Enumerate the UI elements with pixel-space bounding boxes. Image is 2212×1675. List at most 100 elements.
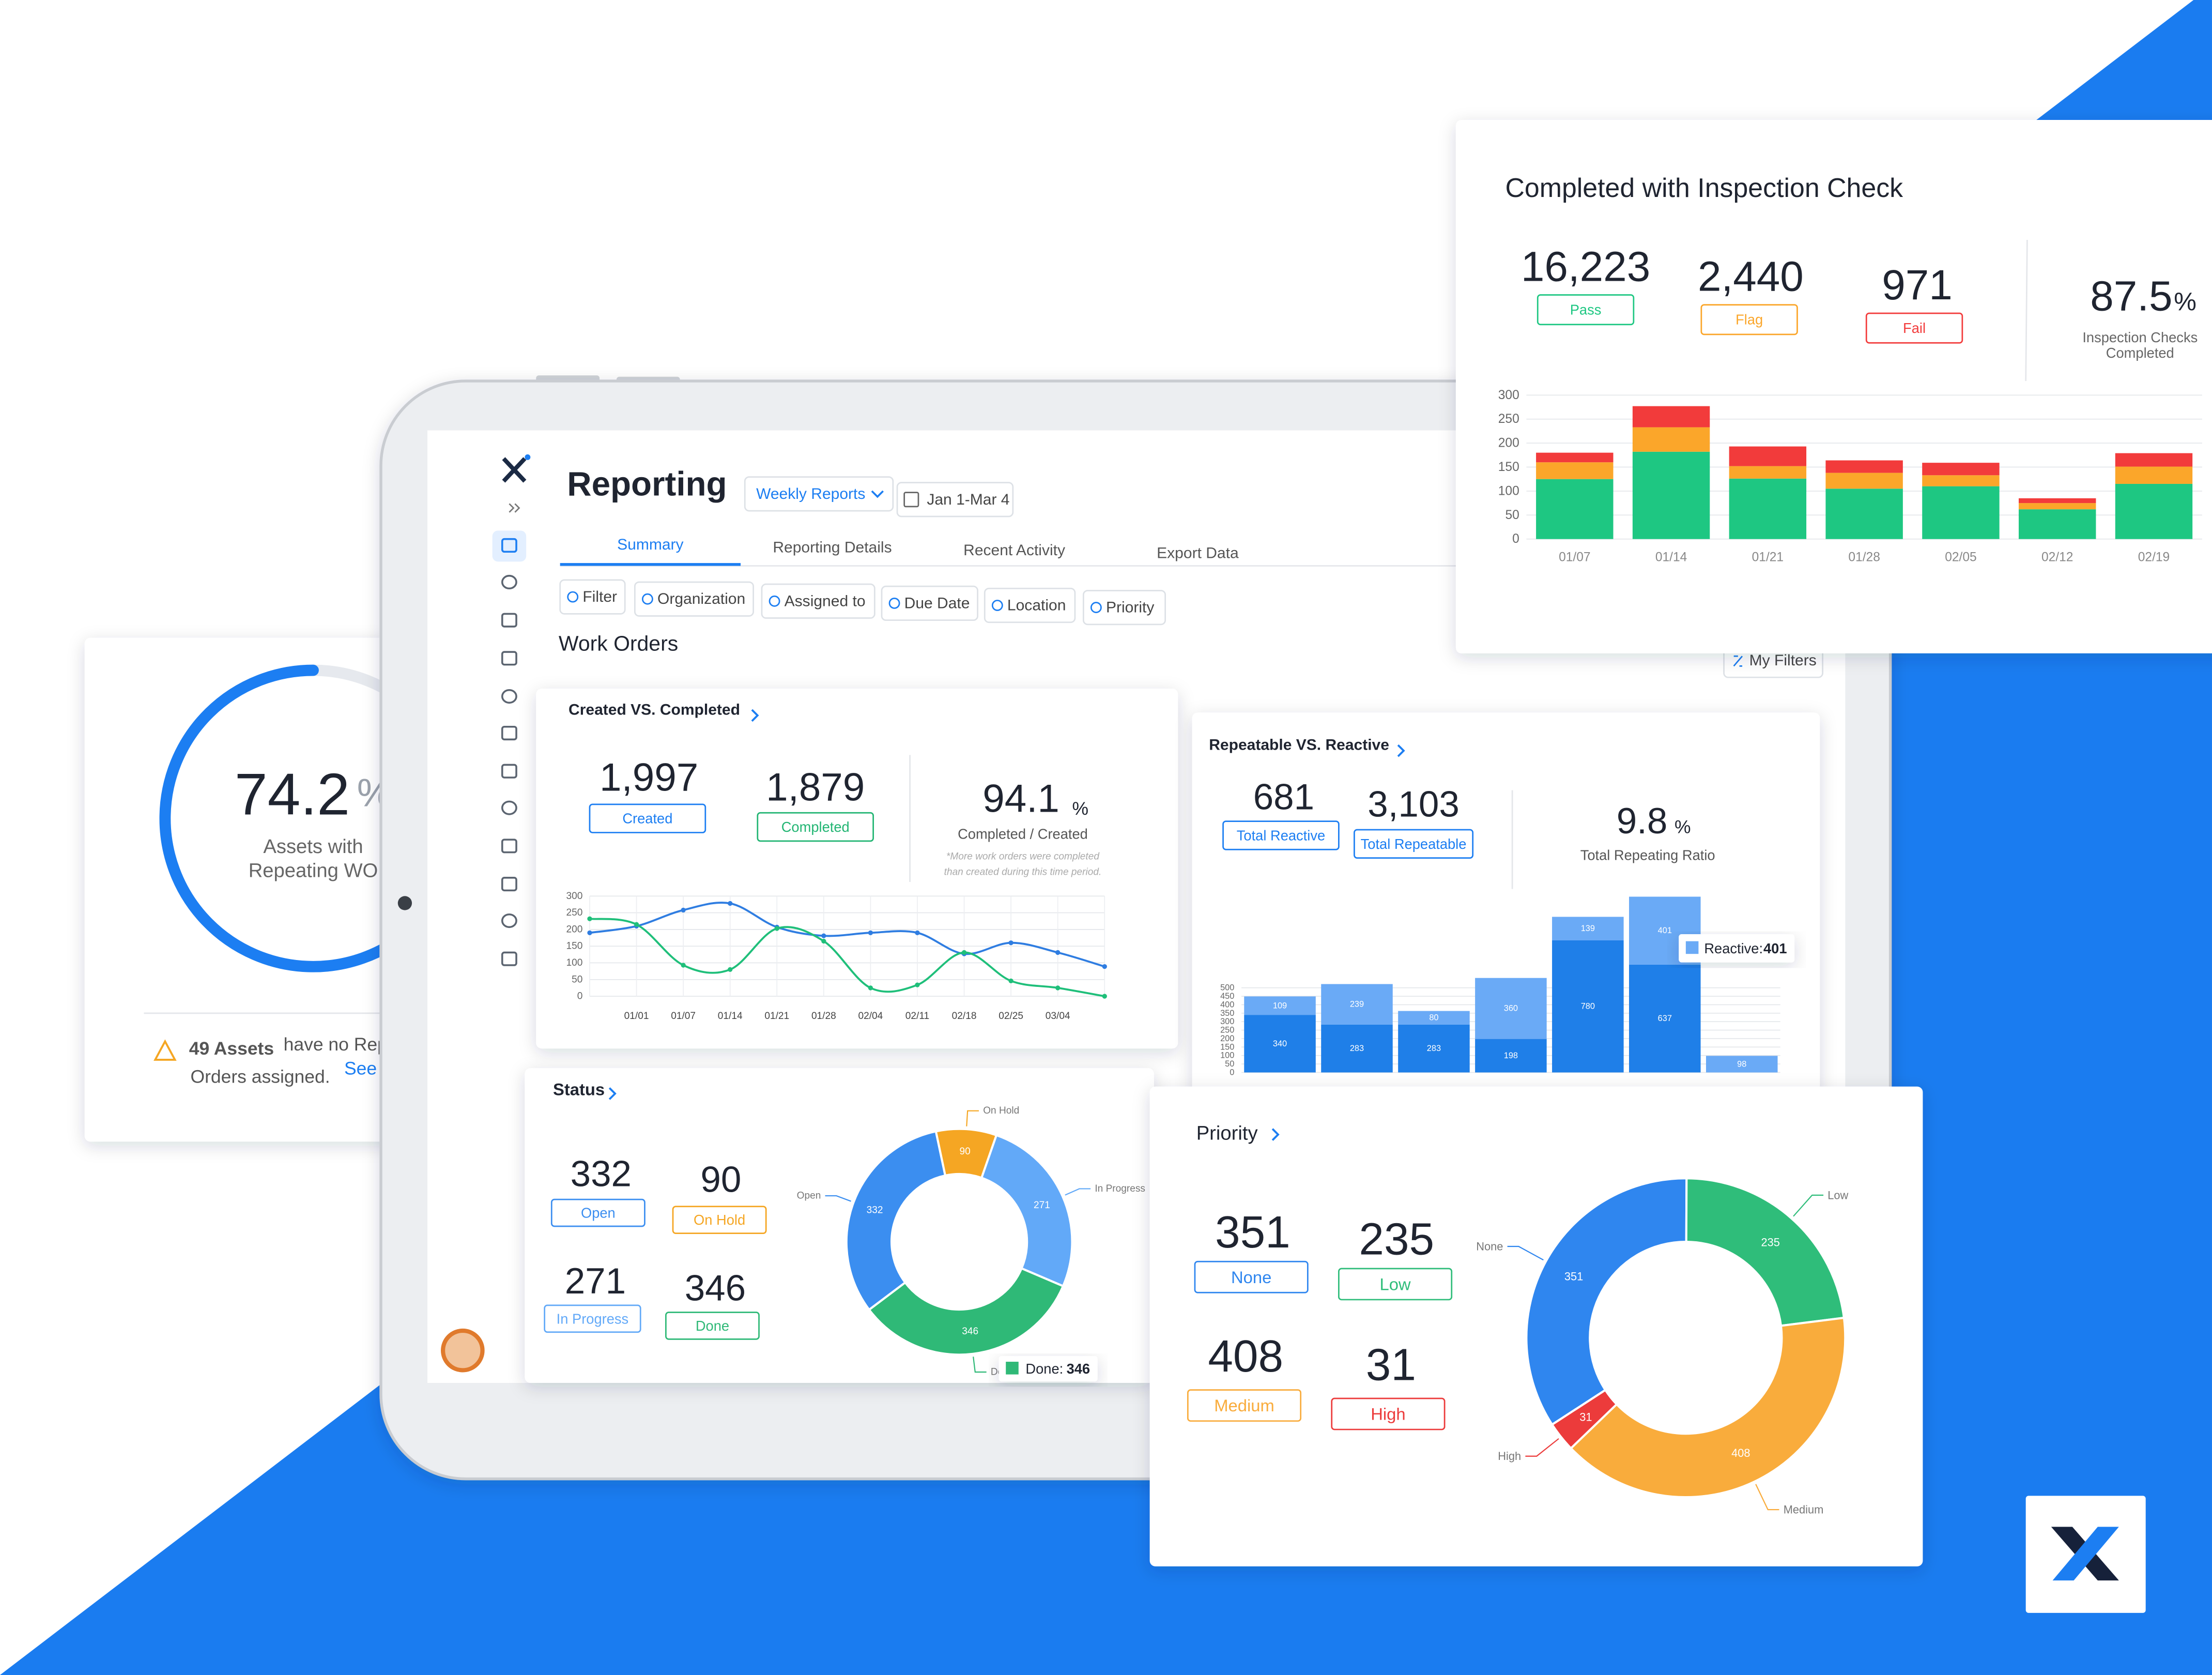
x-tick-label: 01/14 <box>718 1011 743 1022</box>
notice-count: 49 Assets <box>189 1038 274 1059</box>
ratio-label: Total Repeating Ratio <box>1580 847 1715 863</box>
tag-box <box>1354 829 1474 859</box>
tag-box <box>757 812 874 842</box>
filter-label: Filter <box>582 588 617 605</box>
nav-icon[interactable] <box>501 951 517 966</box>
filter-icon <box>769 595 780 607</box>
point <box>681 963 686 968</box>
tab[interactable]: Export Data <box>1157 544 1239 561</box>
tab-underline <box>560 563 741 566</box>
calendar-icon <box>903 492 919 508</box>
kpi-value: 2,440 <box>1698 253 1804 300</box>
nav-icon[interactable] <box>501 613 517 628</box>
bar-segment <box>2018 498 2096 504</box>
slice-label: 346 <box>962 1326 978 1337</box>
nav-icon[interactable] <box>501 877 517 892</box>
slice-label: 332 <box>867 1205 883 1215</box>
x-tick-label: 02/25 <box>999 1011 1023 1022</box>
bar-segment <box>1706 1056 1778 1073</box>
tag-label: Completed <box>781 819 850 835</box>
tab[interactable]: Reporting Details <box>773 539 892 556</box>
bar-segment <box>1825 460 1903 473</box>
chevron-down <box>871 490 884 498</box>
bar-segment <box>1729 466 1807 479</box>
data-label: 198 <box>1504 1051 1518 1060</box>
x-tick-label: 01/21 <box>1752 551 1784 565</box>
ratio-unit: % <box>2174 288 2196 316</box>
filter-chip[interactable] <box>1082 589 1166 626</box>
bar-segment <box>1729 478 1807 539</box>
x-tick-label: 03/04 <box>1046 1011 1070 1022</box>
point <box>915 982 920 987</box>
filter-chip[interactable] <box>984 587 1076 623</box>
y-tick-label: 350 <box>1220 1009 1234 1018</box>
point <box>868 985 873 991</box>
filter-chip[interactable] <box>634 581 754 617</box>
date-range-box[interactable] <box>896 482 1014 517</box>
ratio-value: 87.5 <box>2090 273 2172 320</box>
slice-label: 90 <box>960 1146 971 1157</box>
card-title: Priority <box>1196 1122 1258 1144</box>
app-logo <box>502 457 527 483</box>
filter-chip[interactable] <box>761 583 875 619</box>
nav-icon[interactable] <box>501 839 517 854</box>
point <box>1055 950 1061 955</box>
point <box>915 930 920 935</box>
y-tick-label: 0 <box>1512 532 1519 546</box>
y-tick-label: 100 <box>566 957 582 968</box>
leader-line <box>825 1195 851 1202</box>
nav-icon[interactable] <box>501 764 517 779</box>
nav-icon[interactable] <box>501 800 517 815</box>
bar-segment <box>1922 486 2000 539</box>
nav-icon[interactable] <box>501 574 517 590</box>
nav-icon[interactable] <box>501 725 517 741</box>
tab[interactable]: Recent Activity <box>963 542 1065 559</box>
nav-icon[interactable] <box>501 689 517 704</box>
tag-label: Pass <box>1570 302 1602 318</box>
bar-segment <box>2115 483 2193 539</box>
tooltip-value: 401 <box>1763 940 1787 956</box>
donut-slice <box>867 1267 1065 1356</box>
gauge-caption: Assets with <box>263 835 363 858</box>
tag-label: Done <box>696 1318 729 1334</box>
priority-card: Priority 351 None 235 Low 408 Medium 31 High 351 N… <box>1149 1086 1923 1566</box>
kpi-value: 351 <box>1215 1207 1291 1257</box>
bar-segment <box>1398 1011 1470 1025</box>
y-tick-label: 250 <box>566 907 582 918</box>
slice-category: None <box>1476 1240 1503 1253</box>
kpi-value: 271 <box>565 1261 626 1302</box>
y-tick-label: 150 <box>1498 460 1519 474</box>
y-tick-label: 300 <box>1498 388 1519 402</box>
data-label: 340 <box>1273 1039 1287 1048</box>
tab[interactable]: Summary <box>617 536 683 553</box>
tooltip-box <box>999 1356 1098 1382</box>
bar-segment <box>1244 996 1316 1015</box>
nav-icon[interactable] <box>501 651 517 666</box>
filter-label: Priority <box>1106 599 1154 616</box>
report-menu[interactable] <box>744 476 894 512</box>
bar-segment <box>1552 940 1624 1073</box>
data-label: 283 <box>1350 1044 1364 1053</box>
bar-segment <box>1729 446 1807 466</box>
nav-icon[interactable] <box>501 913 517 928</box>
filter-chip[interactable] <box>881 585 978 621</box>
tag-label: Created <box>622 811 672 827</box>
slice-label: 235 <box>1761 1236 1779 1248</box>
slice-category: Low <box>1827 1189 1848 1201</box>
brand-logo <box>2025 1496 2146 1613</box>
y-tick-label: 150 <box>566 941 582 952</box>
data-label: 139 <box>1581 924 1595 933</box>
point <box>728 901 733 906</box>
bar-segment <box>1552 917 1624 940</box>
kpi-value: 3,103 <box>1368 784 1460 825</box>
nav-icon[interactable] <box>501 538 517 553</box>
bar-segment <box>1321 984 1393 1025</box>
tag-box <box>672 1206 767 1235</box>
y-tick-label: 200 <box>566 924 582 935</box>
filter-chip[interactable] <box>559 579 626 615</box>
tag-box <box>544 1304 641 1333</box>
kpi-value: 1,997 <box>600 755 698 799</box>
tooltip-swatch <box>1685 941 1699 954</box>
ratio-value: 94.1 <box>982 776 1059 820</box>
